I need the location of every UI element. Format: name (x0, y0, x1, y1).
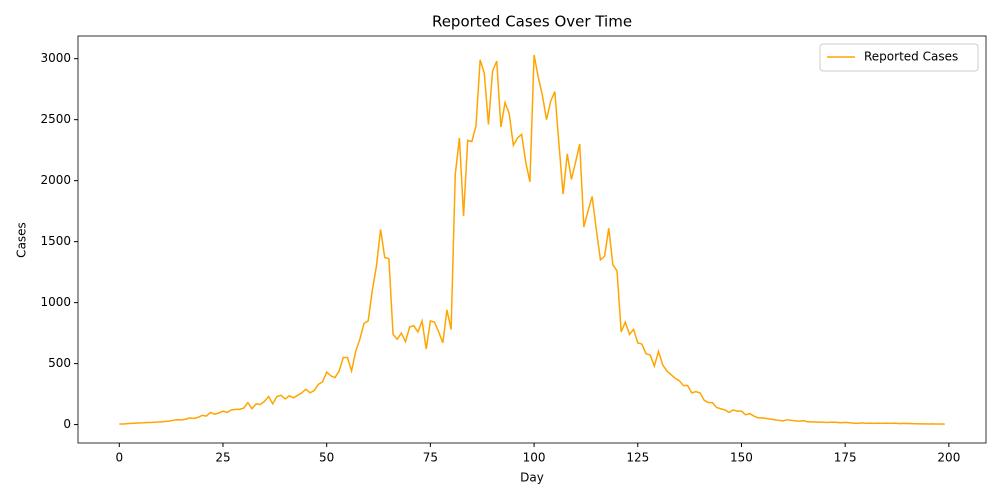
y-tick-label: 2500 (40, 112, 71, 126)
x-tick-label: 175 (834, 451, 857, 465)
x-tick-label: 100 (523, 451, 546, 465)
legend-box (819, 43, 979, 72)
chart-title: Reported Cases Over Time (432, 13, 632, 31)
legend-label: Reported Cases (864, 50, 958, 64)
y-tick-label: 0 (63, 417, 71, 431)
x-axis-label: Day (520, 471, 544, 485)
y-tick-label: 500 (48, 356, 71, 370)
plot-frame (77, 35, 987, 444)
x-tick-label: 150 (730, 451, 753, 465)
y-tick-label: 3000 (40, 51, 71, 65)
y-tick-label: 1000 (40, 295, 71, 309)
x-tick-label: 200 (937, 451, 960, 465)
x-tick-label: 75 (423, 451, 438, 465)
line (119, 54, 945, 425)
y-tick-label: 2000 (40, 173, 71, 187)
x-tick-label: 0 (115, 451, 123, 465)
x-tick-label: 125 (626, 451, 649, 465)
x-tick-label: 50 (319, 451, 334, 465)
x-tick-label: 25 (215, 451, 230, 465)
y-tick-label: 1500 (40, 234, 71, 248)
y-axis-label: Cases (15, 222, 29, 258)
